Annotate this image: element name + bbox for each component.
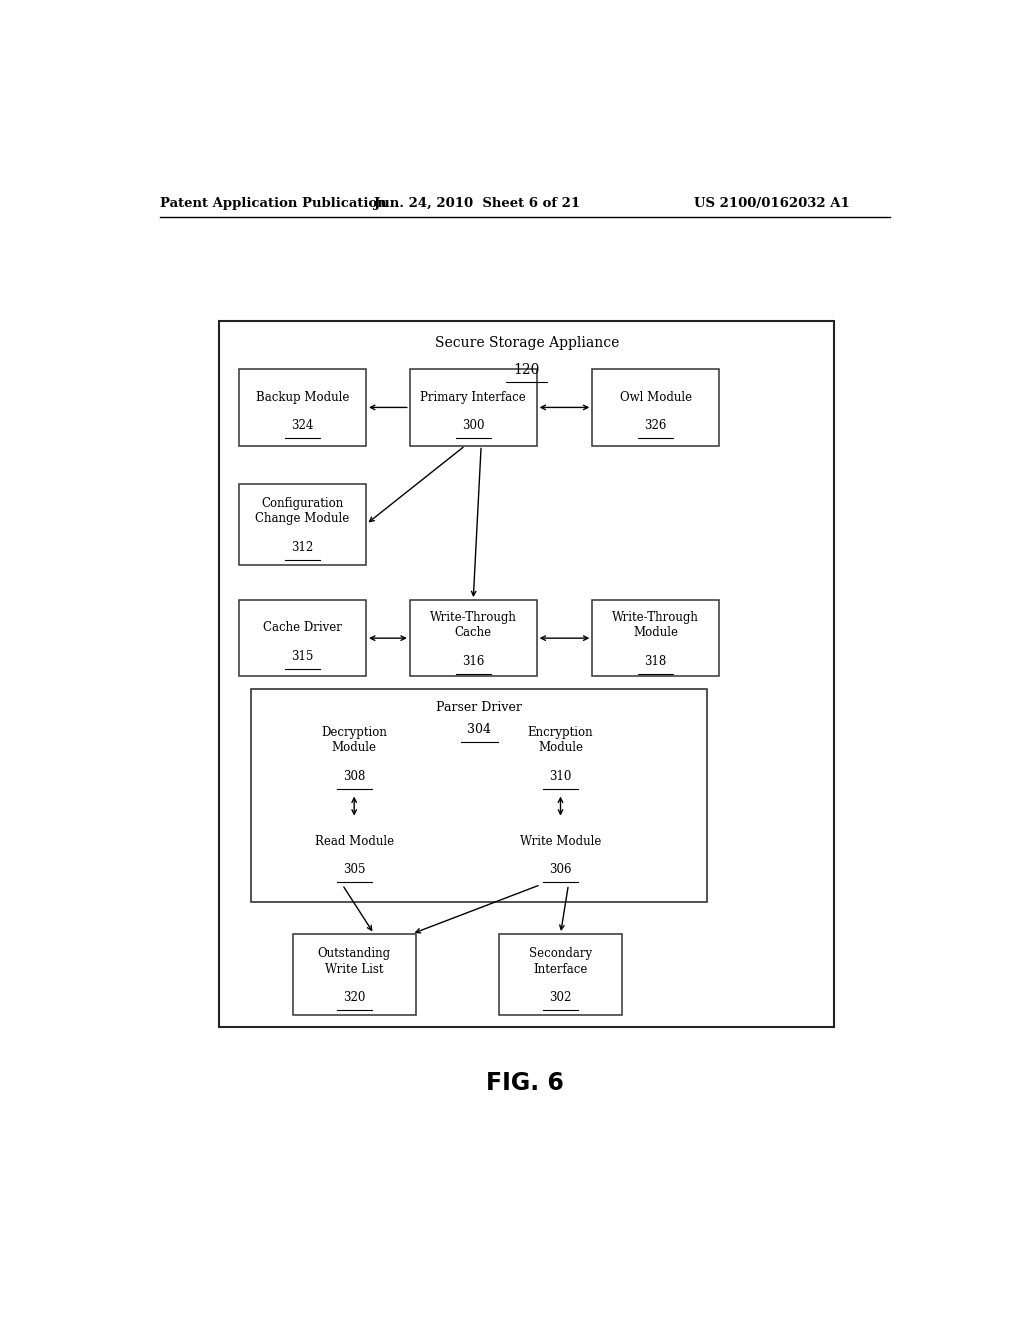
Text: Decryption
Module: Decryption Module (322, 726, 387, 754)
Text: 312: 312 (292, 541, 313, 554)
Text: Outstanding
Write List: Outstanding Write List (317, 948, 391, 975)
Text: Patent Application Publication: Patent Application Publication (160, 197, 386, 210)
Text: Write-Through
Cache: Write-Through Cache (430, 611, 517, 639)
Text: 310: 310 (549, 770, 571, 783)
Bar (293, 935, 416, 1015)
Text: Cache Driver: Cache Driver (263, 622, 342, 635)
Text: 304: 304 (467, 723, 492, 737)
Text: 324: 324 (292, 420, 313, 432)
Bar (251, 689, 708, 903)
Text: 316: 316 (462, 655, 484, 668)
Text: Secondary
Interface: Secondary Interface (529, 948, 592, 975)
Bar (293, 713, 416, 793)
Bar (219, 321, 835, 1027)
Text: Write Module: Write Module (520, 836, 601, 847)
Bar (410, 370, 537, 446)
Text: 300: 300 (462, 420, 484, 432)
Bar (410, 601, 537, 676)
Bar (592, 370, 719, 446)
Bar (499, 935, 622, 1015)
Bar (240, 601, 367, 676)
Text: Encryption
Module: Encryption Module (527, 726, 593, 754)
Text: Secure Storage Appliance: Secure Storage Appliance (434, 337, 618, 350)
Text: Read Module: Read Module (314, 836, 394, 847)
Text: 320: 320 (343, 991, 366, 1005)
Bar (499, 713, 622, 793)
Bar (499, 818, 622, 884)
Bar (240, 370, 367, 446)
Text: Write-Through
Module: Write-Through Module (612, 611, 699, 639)
Text: 315: 315 (292, 649, 313, 663)
Text: FIG. 6: FIG. 6 (485, 1072, 564, 1096)
Text: 318: 318 (645, 655, 667, 668)
Text: 302: 302 (549, 991, 571, 1005)
Text: Parser Driver: Parser Driver (436, 701, 522, 714)
Text: 305: 305 (343, 863, 366, 876)
Text: Jun. 24, 2010  Sheet 6 of 21: Jun. 24, 2010 Sheet 6 of 21 (374, 197, 581, 210)
Bar (592, 601, 719, 676)
Bar (240, 483, 367, 565)
Text: US 2100/0162032 A1: US 2100/0162032 A1 (694, 197, 850, 210)
Text: 326: 326 (644, 420, 667, 432)
Text: Primary Interface: Primary Interface (420, 391, 526, 404)
Text: Owl Module: Owl Module (620, 391, 692, 404)
Text: Configuration
Change Module: Configuration Change Module (255, 496, 350, 525)
Text: Backup Module: Backup Module (256, 391, 349, 404)
Text: 120: 120 (514, 363, 540, 376)
Text: 306: 306 (549, 863, 571, 876)
Bar (293, 818, 416, 884)
Text: 308: 308 (343, 770, 366, 783)
